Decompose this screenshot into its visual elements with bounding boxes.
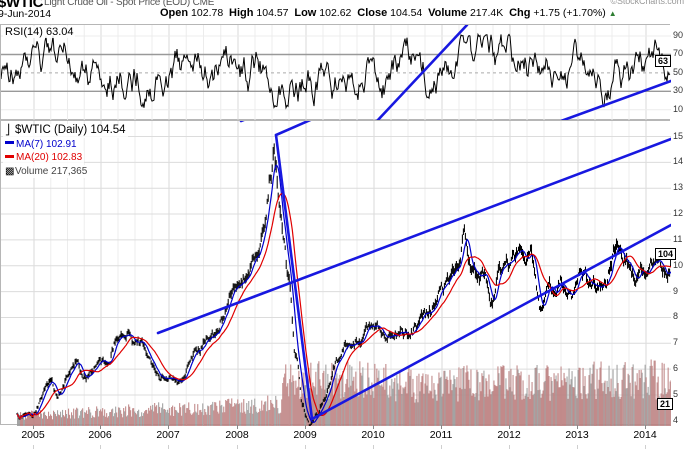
x-axis-label: 2012 <box>497 429 521 441</box>
price-chart-panel <box>0 120 671 426</box>
change-up-arrow-icon: ▲ <box>608 9 617 18</box>
high-value: 104.57 <box>256 7 289 19</box>
x-axis-label: 2011 <box>429 429 453 441</box>
legend-volume-text: Volume 217,365 <box>15 165 88 177</box>
x-axis-label: 2009 <box>293 429 317 441</box>
x-axis-label: 2007 <box>156 429 180 441</box>
x-axis-tick <box>441 425 442 429</box>
stockcharts-watermark: ©StockCharts.com <box>610 0 684 6</box>
price-axis-tick: 13 <box>673 182 684 193</box>
open-label: Open <box>160 7 189 19</box>
x-axis-label: 2006 <box>88 429 112 441</box>
x-axis-bottom-grid <box>373 445 374 449</box>
volume-bars-icon: ▩ <box>5 165 15 177</box>
price-axis-tick: 14 <box>673 156 684 167</box>
high-label: High <box>229 7 254 19</box>
legend-ma20-text: MA(20) 102.83 <box>16 152 83 163</box>
quote-summary: Open 102.78 High 104.57 Low 102.62 Close… <box>160 7 617 19</box>
price-value-callout: 104 <box>655 248 677 260</box>
price-axis-tick: 15 <box>673 130 684 141</box>
legend-ma7-text: MA(7) 102.91 <box>16 138 77 150</box>
x-axis-bottom-grid <box>509 445 510 449</box>
ma20-color-swatch-icon <box>5 154 14 158</box>
x-axis-label: 2010 <box>361 429 385 441</box>
x-axis-tick <box>645 425 646 429</box>
x-axis-bottom-grid <box>305 445 306 449</box>
price-axis-tick: 6 <box>673 363 679 374</box>
price-axis-tick: 8 <box>673 311 679 322</box>
legend-ma7-row: MA(7) 102.91 <box>3 137 79 151</box>
x-axis-tick <box>373 425 374 429</box>
price-axis-tick: 10 <box>673 259 684 270</box>
low-label: Low <box>294 7 317 19</box>
rsi-axis-tick: 50 <box>673 66 684 77</box>
legend-symbol-text: $WTIC (Daily) 104.54 <box>15 124 126 136</box>
change-value: +1.75 (+1.70%) <box>533 7 606 19</box>
x-axis-tick <box>509 425 510 429</box>
rsi-indicator-panel <box>0 24 671 121</box>
volume-value: 217.4K <box>469 7 504 19</box>
rsi-axis-tick: 10 <box>673 103 684 114</box>
x-axis-bottom-grid <box>168 445 169 449</box>
x-axis-bottom-grid <box>33 445 34 449</box>
change-label: Chg <box>509 7 531 19</box>
x-axis-bottom-grid <box>577 445 578 449</box>
rsi-value-callout: 63 <box>655 54 672 67</box>
legend-ma20-row: MA(20) 102.83 <box>3 151 85 165</box>
ma7-color-swatch-icon <box>5 141 14 145</box>
open-value: 102.78 <box>191 7 224 19</box>
x-axis-bottom-grid <box>100 445 101 449</box>
low-value: 102.62 <box>319 7 352 19</box>
x-axis: 2005 2006 2007 2008 2009 2010 2011 2012 2013 2014 <box>0 425 685 449</box>
close-value: 104.54 <box>390 7 423 19</box>
close-label: Close <box>357 7 388 19</box>
price-y-axis: 15 14 13 12 11 10 9 8 7 6 5 4 <box>670 120 685 425</box>
x-axis-label: 2013 <box>565 429 589 441</box>
x-axis-tick <box>577 425 578 429</box>
price-axis-tick: 4 <box>673 414 679 425</box>
price-axis-tick: 9 <box>673 285 679 296</box>
symbol-description: Light Crude Oil - Spot Price (EOD) CME <box>44 0 215 8</box>
rsi-axis-tick: 70 <box>673 48 684 59</box>
x-axis-label: 2005 <box>21 429 45 441</box>
x-axis-bottom-grid <box>237 445 238 449</box>
symbol-title: $WTIC <box>0 0 44 11</box>
x-axis-tick <box>305 425 306 429</box>
x-axis-tick <box>100 425 101 429</box>
x-axis-tick <box>237 425 238 429</box>
price-axis-tick: 11 <box>673 233 683 244</box>
price-axis-tick: 5 <box>673 388 679 399</box>
legend-volume-row: ▩Volume 217,365 <box>3 164 90 178</box>
x-axis-label: 2014 <box>633 429 657 441</box>
price-axis-tick: 12 <box>673 208 684 219</box>
x-axis-bottom-grid <box>441 445 442 449</box>
legend-symbol-row: ⎦ $WTIC (Daily) 104.54 <box>3 124 128 138</box>
chart-header: $WTIC Light Crude Oil - Spot Price (EOD)… <box>0 0 685 24</box>
x-axis-tick <box>33 425 34 429</box>
rsi-plot <box>1 25 671 121</box>
quote-date: 9-Jun-2014 <box>0 8 52 20</box>
x-axis-label: 2008 <box>225 429 249 441</box>
rsi-axis-tick: 90 <box>673 30 684 41</box>
rsi-y-axis: 90 70 50 30 10 <box>670 24 685 120</box>
rsi-legend: RSI(14) 63.04 <box>3 26 76 38</box>
x-axis-bottom-grid <box>645 445 646 449</box>
price-plot <box>1 121 671 426</box>
x-axis-tick <box>168 425 169 429</box>
price-axis-tick: 7 <box>673 337 679 348</box>
price-legend: ⎦ $WTIC (Daily) 104.54 MA(7) 102.91 MA(20… <box>3 124 128 178</box>
candlestick-icon: ⎦ <box>5 125 10 136</box>
rsi-axis-tick: 30 <box>673 85 684 96</box>
volume-value-callout: 21 <box>657 398 674 410</box>
volume-label: Volume <box>428 7 468 19</box>
